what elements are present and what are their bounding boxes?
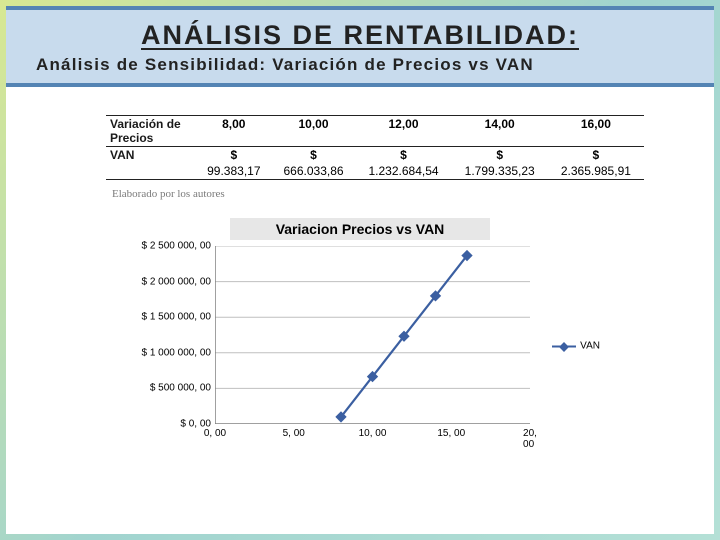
cell-van: 1.232.684,54 (355, 163, 451, 179)
source-note: Elaborado por los autores (112, 188, 644, 200)
cell-currency: $ (452, 147, 548, 164)
chart-area: $ 0, 00$ 500 000, 00$ 1 000 000, 00$ 1 5… (120, 246, 600, 446)
cell-price: 16,00 (548, 116, 644, 143)
slide: ANÁLISIS DE RENTABILIDAD: Análisis de Se… (0, 0, 720, 540)
x-tick-label: 0, 00 (204, 428, 226, 439)
chart-svg (215, 246, 530, 424)
cell-price: 12,00 (355, 116, 451, 143)
sensitivity-table: Variación de Precios 8,00 10,00 12,00 14… (106, 115, 644, 200)
cell-price: 8,00 (196, 116, 272, 143)
x-tick-label: 15, 00 (437, 428, 465, 439)
cell-currency: $ (355, 147, 451, 164)
cell-currency: $ (548, 147, 644, 164)
y-tick-label: $ 2 000 000, 00 (141, 276, 211, 287)
x-axis-labels: 0, 005, 0010, 0015, 0020, 00 (215, 426, 530, 446)
x-tick-label: 5, 00 (283, 428, 305, 439)
row-label-price: Variación de Precios (106, 116, 196, 147)
cell-price: 10,00 (272, 116, 356, 143)
cell-currency: $ (196, 147, 272, 164)
legend-label: VAN (580, 341, 600, 352)
chart: Variacion Precios vs VAN $ 0, 00$ 500 00… (120, 218, 600, 446)
table-row: VAN $ $ $ $ $ (106, 147, 644, 164)
page-title: ANÁLISIS DE RENTABILIDAD: (36, 20, 684, 51)
legend-marker (552, 345, 576, 347)
slide-inner: ANÁLISIS DE RENTABILIDAD: Análisis de Se… (6, 6, 714, 534)
cell-van: 99.383,17 (196, 163, 272, 179)
header-band: ANÁLISIS DE RENTABILIDAD: Análisis de Se… (6, 6, 714, 87)
y-tick-label: $ 1 000 000, 00 (141, 347, 211, 358)
y-tick-label: $ 2 500 000, 00 (141, 241, 211, 252)
table-row: Variación de Precios 8,00 10,00 12,00 14… (106, 116, 644, 143)
x-tick-label: 10, 00 (359, 428, 387, 439)
legend: VAN (552, 341, 600, 352)
cell-van: 666.033,86 (272, 163, 356, 179)
chart-title: Variacion Precios vs VAN (230, 218, 490, 240)
cell-van: 2.365.985,91 (548, 163, 644, 179)
page-subtitle: Análisis de Sensibilidad: Variación de P… (36, 55, 684, 75)
plot-area (215, 246, 530, 424)
data-table: Variación de Precios 8,00 10,00 12,00 14… (106, 115, 644, 180)
cell-currency: $ (272, 147, 356, 164)
y-tick-label: $ 1 500 000, 00 (141, 312, 211, 323)
y-tick-label: $ 500 000, 00 (150, 383, 211, 394)
cell-van: 1.799.335,23 (452, 163, 548, 179)
y-axis-labels: $ 0, 00$ 500 000, 00$ 1 000 000, 00$ 1 5… (120, 246, 215, 424)
x-tick-label: 20, 00 (523, 428, 537, 450)
row-label-van: VAN (106, 147, 196, 180)
cell-price: 14,00 (452, 116, 548, 143)
